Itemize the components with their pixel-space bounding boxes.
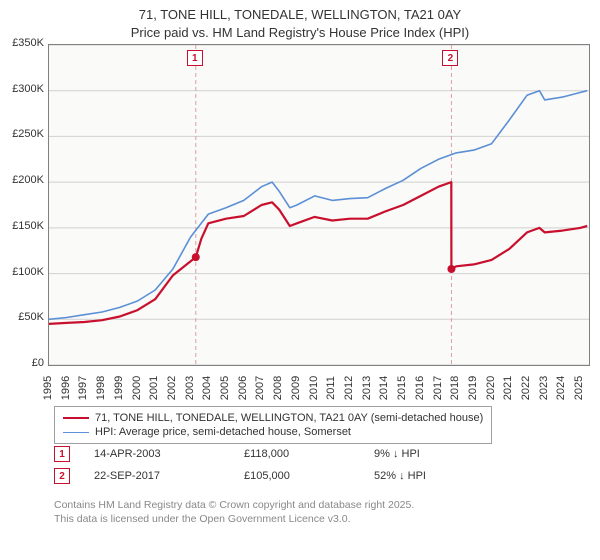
x-tick-label: 2019 xyxy=(467,374,479,402)
transaction-marker: 1 xyxy=(187,50,203,66)
y-tick-label: £200K xyxy=(0,174,44,186)
footer-line-2: This data is licensed under the Open Gov… xyxy=(54,513,351,525)
legend-item-property: 71, TONE HILL, TONEDALE, WELLINGTON, TA2… xyxy=(63,411,483,425)
footer: Contains HM Land Registry data © Crown c… xyxy=(54,498,414,526)
x-tick-label: 2004 xyxy=(201,374,213,402)
x-tick-label: 2003 xyxy=(184,374,196,402)
y-tick-label: £250K xyxy=(0,128,44,140)
transaction-price: £105,000 xyxy=(244,470,374,482)
x-tick-label: 2023 xyxy=(538,374,550,402)
y-tick-label: £350K xyxy=(0,37,44,49)
x-tick-label: 1998 xyxy=(95,374,107,402)
chart-svg xyxy=(49,45,589,365)
transaction-row: 2 22-SEP-2017£105,00052% ↓ HPI xyxy=(54,468,594,484)
x-tick-label: 2016 xyxy=(414,374,426,402)
x-tick-label: 1997 xyxy=(77,374,89,402)
plot-area xyxy=(48,44,590,366)
x-tick-label: 2025 xyxy=(573,374,585,402)
x-tick-label: 2007 xyxy=(254,374,266,402)
x-tick-label: 1996 xyxy=(60,374,72,402)
y-tick-label: £150K xyxy=(0,220,44,232)
title-line-2: Price paid vs. HM Land Registry's House … xyxy=(131,25,469,40)
x-tick-label: 2022 xyxy=(520,374,532,402)
legend-label-hpi: HPI: Average price, semi-detached house,… xyxy=(95,426,351,438)
y-tick-label: £300K xyxy=(0,83,44,95)
y-tick-label: £0 xyxy=(0,357,44,369)
y-tick-label: £100K xyxy=(0,266,44,278)
x-tick-label: 2008 xyxy=(272,374,284,402)
x-tick-label: 2009 xyxy=(290,374,302,402)
x-tick-label: 2024 xyxy=(555,374,567,402)
x-tick-label: 2020 xyxy=(485,374,497,402)
x-tick-label: 2017 xyxy=(432,374,444,402)
x-tick-label: 2021 xyxy=(502,374,514,402)
transaction-date: 14-APR-2003 xyxy=(94,448,244,460)
legend-swatch-hpi xyxy=(63,432,89,433)
transaction-delta: 52% ↓ HPI xyxy=(374,470,426,482)
legend: 71, TONE HILL, TONEDALE, WELLINGTON, TA2… xyxy=(54,406,492,444)
x-tick-label: 2014 xyxy=(378,374,390,402)
x-tick-label: 2005 xyxy=(219,374,231,402)
transaction-row-marker: 2 xyxy=(54,468,70,484)
y-tick-label: £50K xyxy=(0,311,44,323)
x-tick-label: 2018 xyxy=(449,374,461,402)
x-tick-label: 2001 xyxy=(148,374,160,402)
chart-title: 71, TONE HILL, TONEDALE, WELLINGTON, TA2… xyxy=(0,0,600,41)
x-tick-label: 2006 xyxy=(237,374,249,402)
x-tick-label: 1999 xyxy=(113,374,125,402)
footer-line-1: Contains HM Land Registry data © Crown c… xyxy=(54,499,414,511)
transaction-row: 1 14-APR-2003£118,0009% ↓ HPI xyxy=(54,446,594,462)
title-line-1: 71, TONE HILL, TONEDALE, WELLINGTON, TA2… xyxy=(139,7,461,22)
transaction-price: £118,000 xyxy=(244,448,374,460)
x-tick-label: 1995 xyxy=(42,374,54,402)
transaction-delta: 9% ↓ HPI xyxy=(374,448,420,460)
transaction-marker: 2 xyxy=(442,50,458,66)
x-tick-label: 2012 xyxy=(343,374,355,402)
x-tick-label: 2011 xyxy=(325,374,337,402)
legend-label-property: 71, TONE HILL, TONEDALE, WELLINGTON, TA2… xyxy=(95,412,483,424)
legend-item-hpi: HPI: Average price, semi-detached house,… xyxy=(63,425,483,439)
x-tick-label: 2010 xyxy=(308,374,320,402)
transaction-row-marker: 1 xyxy=(54,446,70,462)
x-tick-label: 2013 xyxy=(361,374,373,402)
x-tick-label: 2002 xyxy=(166,374,178,402)
x-tick-label: 2000 xyxy=(131,374,143,402)
legend-swatch-property xyxy=(63,417,89,419)
x-tick-label: 2015 xyxy=(396,374,408,402)
transaction-date: 22-SEP-2017 xyxy=(94,470,244,482)
